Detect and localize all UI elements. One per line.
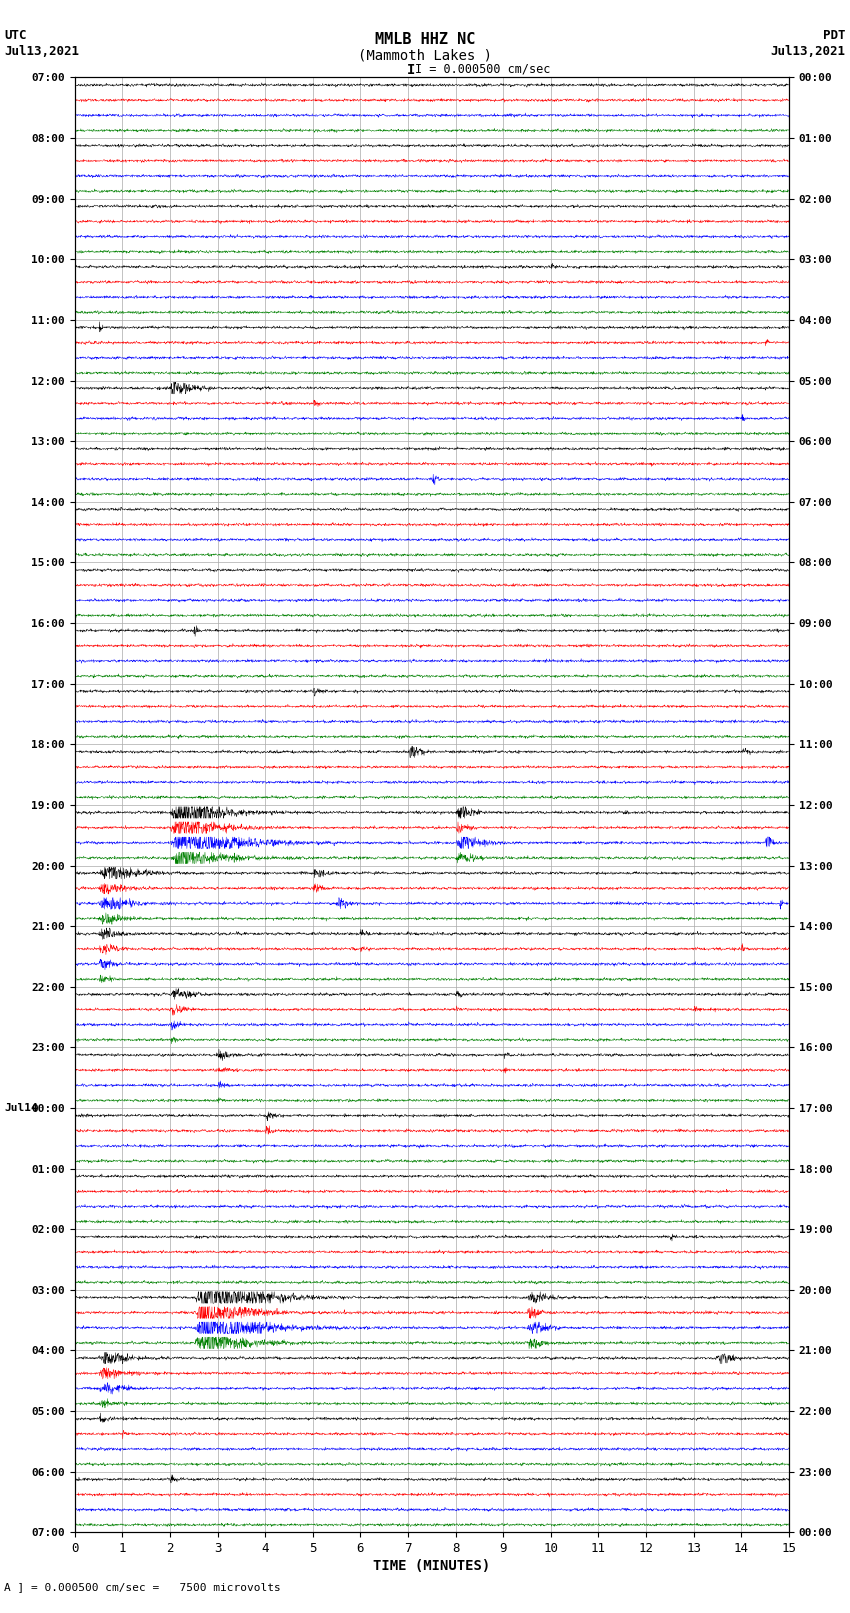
Text: PDT: PDT bbox=[824, 29, 846, 42]
Text: Jul13,2021: Jul13,2021 bbox=[4, 45, 79, 58]
Text: Jul13,2021: Jul13,2021 bbox=[771, 45, 846, 58]
Text: Jul14: Jul14 bbox=[4, 1103, 38, 1113]
X-axis label: TIME (MINUTES): TIME (MINUTES) bbox=[373, 1560, 490, 1573]
Text: I: I bbox=[407, 63, 416, 77]
Text: UTC: UTC bbox=[4, 29, 26, 42]
Text: MMLB HHZ NC: MMLB HHZ NC bbox=[375, 32, 475, 47]
Text: A ] = 0.000500 cm/sec =   7500 microvolts: A ] = 0.000500 cm/sec = 7500 microvolts bbox=[4, 1582, 281, 1592]
Text: (Mammoth Lakes ): (Mammoth Lakes ) bbox=[358, 48, 492, 63]
Text: I = 0.000500 cm/sec: I = 0.000500 cm/sec bbox=[415, 63, 550, 76]
